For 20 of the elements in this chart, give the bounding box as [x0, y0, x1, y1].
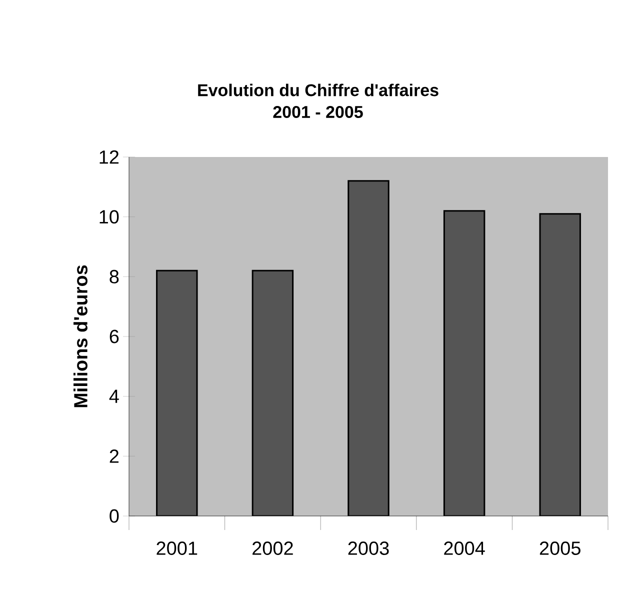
y-tick-label: 12	[100, 150, 119, 164]
y-tick-label: 10	[100, 210, 119, 224]
x-tick-label: 2004	[444, 542, 485, 555]
bar	[252, 270, 294, 516]
x-tick-label: 2005	[540, 542, 580, 555]
y-tick-label: 6	[110, 330, 119, 344]
bar	[156, 270, 198, 516]
x-tick-label: 2002	[252, 542, 293, 555]
chart-title: Evolution du Chiffre d'affaires	[198, 84, 438, 96]
bar	[348, 180, 390, 516]
x-tick-label: 2003	[348, 542, 389, 555]
x-tick-label: 2001	[156, 542, 198, 555]
chart-subtitle: 2001 - 2005	[273, 106, 363, 118]
y-tick-label: 2	[110, 450, 119, 463]
y-tick-label: 4	[109, 390, 119, 403]
y-tick-label: 8	[110, 270, 119, 284]
y-axis-title: Millions d'euros	[74, 265, 88, 408]
bar	[443, 210, 486, 516]
y-tick-label: 0	[110, 509, 119, 523]
bar	[539, 213, 581, 516]
